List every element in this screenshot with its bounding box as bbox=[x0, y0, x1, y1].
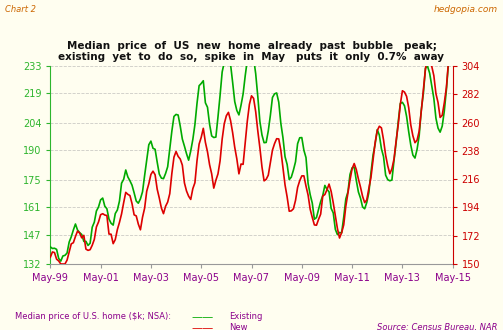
Text: New: New bbox=[229, 323, 247, 330]
Text: ——: —— bbox=[191, 312, 213, 322]
Text: ——: —— bbox=[191, 323, 213, 330]
Text: Existing: Existing bbox=[229, 312, 262, 321]
Title: Median  price  of  US  new  home  already  past  bubble   peak;
existing  yet  t: Median price of US new home already past… bbox=[58, 41, 445, 62]
Text: hedgopia.com: hedgopia.com bbox=[434, 5, 498, 14]
Text: Chart 2: Chart 2 bbox=[5, 5, 36, 14]
Text: Median price of U.S. home ($k; NSA):: Median price of U.S. home ($k; NSA): bbox=[15, 312, 171, 321]
Text: Source: Census Bureau, NAR: Source: Census Bureau, NAR bbox=[377, 323, 498, 330]
